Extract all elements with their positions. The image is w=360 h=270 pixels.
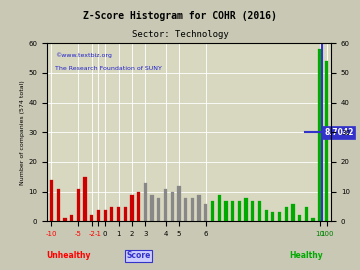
Bar [258, 201, 261, 221]
Y-axis label: Number of companies (574 total): Number of companies (574 total) [20, 80, 25, 185]
Bar [117, 207, 120, 221]
Text: Sector: Technology: Sector: Technology [132, 30, 228, 39]
Bar [177, 186, 181, 221]
Bar [171, 192, 174, 221]
Text: Score: Score [126, 251, 151, 260]
Text: Z-Score Histogram for COHR (2016): Z-Score Histogram for COHR (2016) [83, 11, 277, 21]
Bar [271, 212, 274, 221]
Bar [57, 189, 60, 221]
Bar [110, 207, 113, 221]
Bar [70, 215, 73, 221]
Text: 8.7042: 8.7042 [324, 128, 354, 137]
Bar [104, 210, 107, 221]
Bar [311, 218, 315, 221]
Bar [191, 198, 194, 221]
Bar [211, 201, 214, 221]
Bar [157, 198, 161, 221]
Bar [77, 189, 80, 221]
Bar [184, 198, 187, 221]
Bar [285, 207, 288, 221]
Text: Healthy: Healthy [289, 251, 323, 260]
Bar [305, 207, 308, 221]
Bar [224, 201, 228, 221]
Bar [150, 195, 154, 221]
Bar [265, 210, 268, 221]
Bar [238, 201, 241, 221]
Bar [97, 210, 100, 221]
Bar [298, 215, 301, 221]
Text: ©www.textbiz.org: ©www.textbiz.org [55, 52, 112, 58]
Bar [231, 201, 234, 221]
Bar [63, 218, 67, 221]
Text: Unhealthy: Unhealthy [46, 251, 90, 260]
Bar [244, 198, 248, 221]
Bar [144, 183, 147, 221]
Bar [84, 177, 87, 221]
Bar [164, 189, 167, 221]
Bar [130, 195, 134, 221]
Text: The Research Foundation of SUNY: The Research Foundation of SUNY [55, 66, 162, 71]
Bar [124, 207, 127, 221]
Bar [251, 201, 254, 221]
Bar [204, 204, 207, 221]
Bar [137, 192, 140, 221]
Bar [197, 195, 201, 221]
Bar [291, 204, 294, 221]
Bar [278, 212, 281, 221]
Bar [50, 180, 53, 221]
Bar [217, 195, 221, 221]
Bar [325, 61, 328, 221]
Bar [90, 215, 93, 221]
Bar [318, 49, 321, 221]
